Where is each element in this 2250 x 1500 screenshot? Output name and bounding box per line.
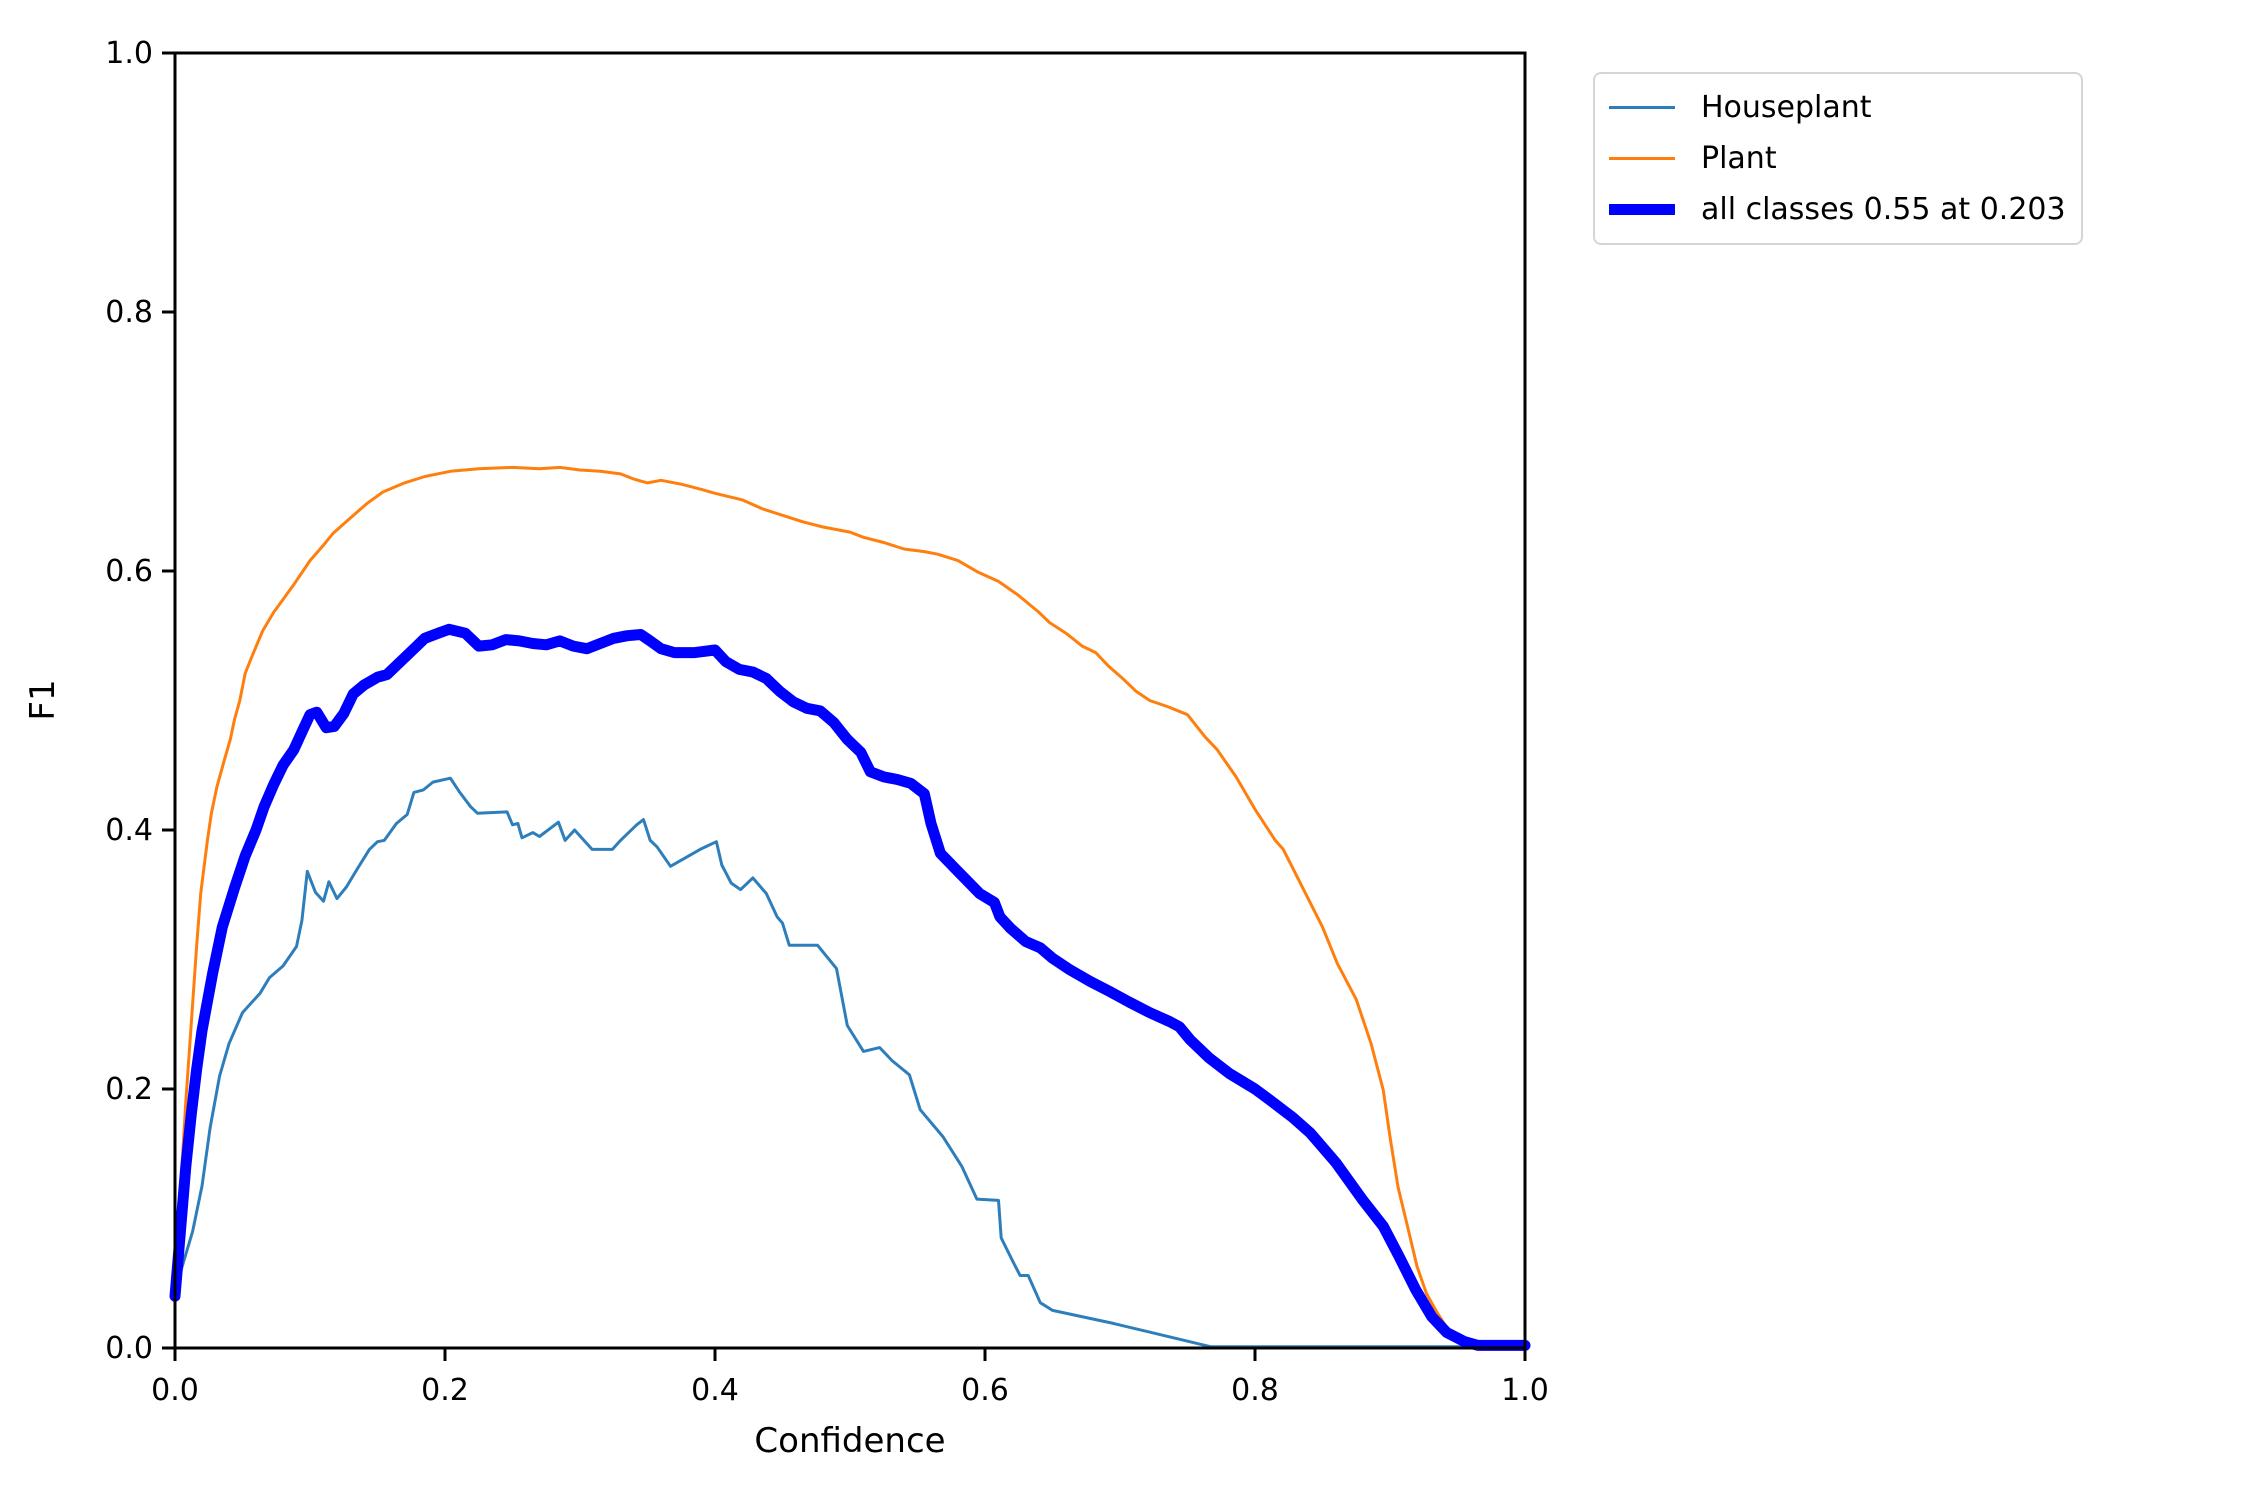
curve-plant [173,465,1527,1349]
x-tick-label: 0.8 [1231,1373,1279,1408]
y-tick-label: 0.0 [105,1331,153,1366]
curve-houseplant [173,776,1527,1349]
legend-item: all classes 0.55 at 0.203 [1595,192,2081,227]
y-tick-label: 0.2 [105,1072,153,1107]
legend-label: Houseplant [1701,90,1872,125]
x-tick-label: 0.6 [961,1373,1009,1408]
x-tick-label: 1.0 [1501,1373,1549,1408]
y-tick-label: 1.0 [105,36,153,71]
x-axis-ticks: 0.0 0.2 0.4 0.6 0.8 1.0 [151,1348,1549,1408]
y-tick-label: 0.6 [105,554,153,589]
y-tick-label: 0.8 [105,295,153,330]
legend-label: Plant [1701,141,1777,176]
x-tick-label: 0.4 [691,1373,739,1408]
legend-line-sample [1609,106,1675,109]
legend-item: Houseplant [1595,90,2081,125]
legend-line-sample [1609,204,1675,215]
y-axis-label: F1 [23,679,63,720]
y-tick-label: 0.4 [105,813,153,848]
legend-line-sample [1609,157,1675,160]
x-tick-label: 0.2 [421,1373,469,1408]
legend: Houseplant Plant all classes 0.55 at 0.203 [1593,72,2083,245]
y-axis-ticks: 0.0 0.2 0.4 0.6 0.8 1.0 [105,36,175,1366]
legend-item: Plant [1595,141,2081,176]
plot-border [173,51,1527,1350]
curves [169,465,1531,1351]
x-tick-label: 0.0 [151,1373,199,1408]
curve-all [169,623,1531,1351]
x-axis-label: Confidence [754,1421,945,1461]
legend-label: all classes 0.55 at 0.203 [1701,192,2066,227]
